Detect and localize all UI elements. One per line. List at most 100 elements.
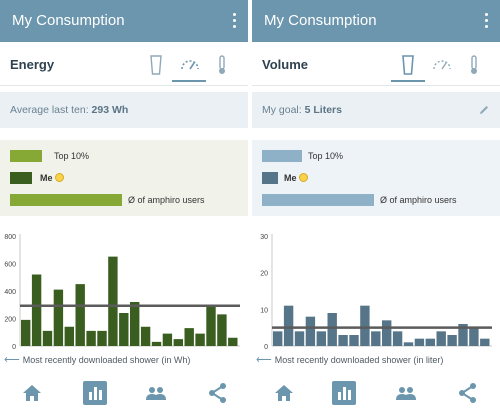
chart-icon[interactable] <box>83 381 107 405</box>
average-text: Average last ten: 293 Wh <box>10 104 129 116</box>
bar <box>119 313 129 346</box>
app-bar: My Consumption <box>0 0 248 42</box>
bar <box>184 328 194 346</box>
home-icon[interactable] <box>272 381 296 405</box>
volume-chart: 0 10 20 30 <box>252 228 500 368</box>
bar-chart-svg: 0 200 400 600 800 <box>4 234 240 351</box>
bar <box>53 289 64 346</box>
legend: Top 10% Me Ø of amphiro users <box>0 140 248 216</box>
bar <box>217 314 227 346</box>
bar <box>151 341 162 346</box>
app-bar: My Consumption <box>252 0 500 42</box>
arrow-left-icon: ⟵ <box>4 354 20 366</box>
bar <box>469 327 479 346</box>
bar <box>371 331 381 346</box>
bar <box>273 331 283 346</box>
bar <box>206 306 216 346</box>
app-title: My Consumption <box>12 12 125 29</box>
legend-label: Top 10% <box>308 151 344 161</box>
legend-label: Me <box>284 172 308 184</box>
energy-chart: 0 200 400 600 800 <box>0 228 248 368</box>
bar <box>283 305 294 346</box>
bar <box>305 316 316 346</box>
y-tick-label: 10 <box>260 307 268 314</box>
energy-panel: My Consumption Energy Average last ten: … <box>0 0 248 412</box>
bar <box>414 338 425 346</box>
legend-swatch <box>262 194 374 206</box>
y-tick-label: 600 <box>4 262 16 269</box>
bar <box>316 331 326 346</box>
bar <box>360 305 370 346</box>
glass-icon[interactable] <box>391 51 425 82</box>
bar <box>228 337 238 346</box>
goal-info-bar: My goal: 5 Liters <box>252 92 500 128</box>
legend-swatch <box>10 194 122 206</box>
metric-tabs: Energy <box>0 42 248 86</box>
chart-caption: ⟵ Most recently downloaded shower (in Wh) <box>4 354 191 366</box>
bar <box>480 338 490 346</box>
bar <box>425 338 435 346</box>
bar <box>403 342 414 346</box>
bar <box>349 335 359 346</box>
gauge-icon[interactable] <box>172 51 206 82</box>
metric-heading: Energy <box>10 57 55 72</box>
average-info-bar: Average last ten: 293 Wh <box>0 92 248 128</box>
legend-swatch <box>262 172 278 184</box>
share-icon[interactable] <box>206 381 230 405</box>
smiley-icon <box>298 173 308 182</box>
bar <box>162 333 173 346</box>
bar <box>338 335 348 346</box>
glass-icon[interactable] <box>143 51 169 79</box>
legend-swatch <box>10 150 42 162</box>
bar <box>140 326 151 346</box>
arrow-left-icon: ⟵ <box>256 354 272 366</box>
people-icon[interactable] <box>394 381 418 405</box>
bar <box>392 331 403 346</box>
metric-heading: Volume <box>262 57 308 72</box>
bottom-nav <box>0 375 248 412</box>
bar <box>42 330 53 346</box>
pencil-icon[interactable] <box>478 104 490 116</box>
app-title: My Consumption <box>264 12 377 29</box>
legend-label: Ø of amphiro users <box>380 195 457 205</box>
legend-swatch <box>262 150 302 162</box>
y-tick-label: 400 <box>4 289 16 296</box>
bar-chart-svg: 0 10 20 30 <box>260 234 492 351</box>
bar <box>294 331 305 346</box>
overflow-menu-icon[interactable] <box>232 13 238 29</box>
bar <box>31 274 42 346</box>
bar <box>458 324 468 346</box>
goal-text: My goal: 5 Liters <box>262 104 342 116</box>
bottom-nav <box>252 375 500 412</box>
legend-swatch <box>10 172 32 184</box>
legend-label: Ø of amphiro users <box>128 195 205 205</box>
bar <box>382 320 392 346</box>
bar <box>64 326 74 346</box>
bar <box>436 331 446 346</box>
bar <box>447 335 457 346</box>
people-icon[interactable] <box>144 381 168 405</box>
gauge-icon[interactable] <box>428 51 454 79</box>
y-tick-label: 0 <box>12 344 16 351</box>
y-tick-label: 30 <box>260 234 268 241</box>
bar <box>86 330 96 346</box>
volume-panel: My Consumption Volume My goal: 5 Liters … <box>252 0 500 412</box>
home-icon[interactable] <box>20 381 44 405</box>
bar <box>75 284 85 346</box>
smiley-icon <box>54 173 64 182</box>
legend: Top 10% Me Ø of amphiro users <box>252 140 500 216</box>
y-tick-label: 800 <box>4 234 16 241</box>
thermometer-icon[interactable] <box>461 51 487 79</box>
chart-icon[interactable] <box>332 381 356 405</box>
y-tick-label: 200 <box>4 317 16 324</box>
legend-label: Me <box>40 172 64 184</box>
overflow-menu-icon[interactable] <box>484 13 490 29</box>
bar <box>130 302 140 346</box>
y-tick-label: 0 <box>264 344 268 351</box>
chart-caption: ⟵ Most recently downloaded shower (in lit… <box>256 354 444 366</box>
bar <box>21 319 31 346</box>
share-icon[interactable] <box>456 381 480 405</box>
y-tick-label: 20 <box>260 271 268 278</box>
thermometer-icon[interactable] <box>209 51 235 79</box>
bar <box>108 256 118 346</box>
